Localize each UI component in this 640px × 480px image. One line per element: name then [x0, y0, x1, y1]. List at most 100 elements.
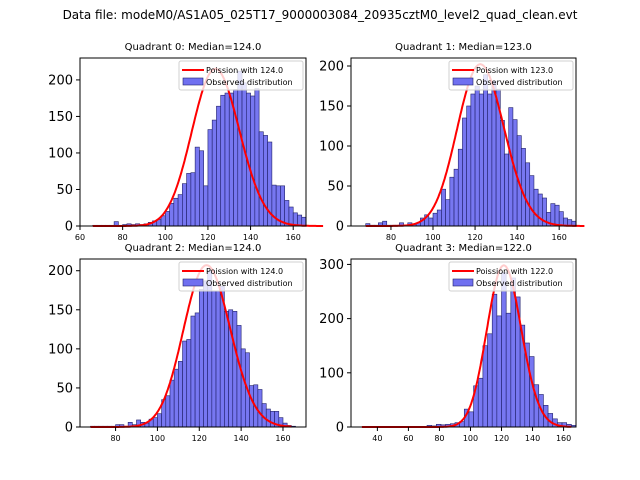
- x-tick-label: 40: [372, 434, 382, 443]
- histogram-bar: [529, 175, 535, 227]
- subplot-title: Quadrant 0: Median=124.0: [125, 42, 262, 53]
- histogram-bar: [199, 150, 204, 227]
- x-tick-label: 100: [463, 434, 478, 443]
- histogram-bar: [240, 348, 246, 428]
- histogram-bar: [483, 74, 488, 227]
- subplot-quadrant-2: Quadrant 2: Median=124.0 0 50 100 150 200 80 10…: [48, 243, 307, 443]
- histogram-bar: [445, 199, 451, 227]
- histogram-bar: [505, 312, 512, 428]
- legend-label-observed: Observed distribution: [476, 78, 563, 87]
- legend-box: [448, 261, 574, 292]
- histogram-bar: [169, 203, 175, 227]
- legend: Poission with 124.0 Observed distribution: [178, 261, 304, 292]
- histogram-bar: [249, 385, 254, 428]
- x-tick-label: 140: [525, 434, 540, 443]
- legend-label-poisson: Poission with 123.0: [476, 66, 553, 75]
- histogram-bar: [177, 194, 183, 227]
- histogram-bar: [207, 270, 213, 428]
- x-tick-label: 120: [192, 434, 207, 443]
- histogram-bar: [224, 311, 229, 428]
- legend-label-poisson: Poission with 122.0: [476, 267, 553, 276]
- histogram-bar: [236, 325, 242, 428]
- subplot-quadrant-3: Quadrant 3: Median=122.0 0 100 200 300 40 60 80…: [319, 243, 577, 443]
- histogram-bar: [190, 315, 196, 428]
- subplot-title: Quadrant 3: Median=122.0: [395, 243, 532, 254]
- histogram-bar: [207, 129, 213, 227]
- histogram-bar: [487, 93, 493, 227]
- x-tick-label: 100: [158, 233, 173, 242]
- axes-frame: [350, 258, 577, 428]
- x-tick-label: 100: [425, 233, 440, 242]
- histogram-bar: [501, 272, 507, 428]
- y-tick-label: 50: [56, 183, 73, 198]
- histogram-bar: [470, 93, 476, 227]
- x-tick-label: 80: [110, 434, 120, 443]
- y-tick-label: 100: [48, 342, 73, 357]
- histogram-bar: [250, 95, 256, 227]
- y-tick-label: 50: [327, 180, 344, 195]
- histogram-bar: [186, 173, 192, 227]
- y-tick-label: 200: [319, 60, 344, 75]
- histogram-bar: [478, 93, 484, 227]
- x-tick-label: 80: [434, 434, 444, 443]
- histogram-bar: [219, 286, 225, 428]
- histogram-bar: [194, 312, 200, 428]
- legend-bar-swatch: [182, 77, 204, 86]
- histogram-bar: [220, 94, 226, 227]
- histogram-bar: [271, 184, 277, 227]
- histogram-bar: [474, 85, 480, 227]
- histogram-bar: [190, 172, 196, 227]
- histogram-bar: [211, 290, 217, 428]
- x-tick-label: 100: [150, 434, 165, 443]
- axes-frame: [79, 258, 307, 428]
- histogram-bar: [216, 105, 222, 227]
- subplot-title: Quadrant 2: Median=124.0: [125, 243, 262, 254]
- histogram-bar: [496, 315, 502, 428]
- histogram-bar: [529, 356, 535, 428]
- legend-bar-swatch: [452, 278, 474, 287]
- y-tick-label: 150: [319, 100, 344, 115]
- figure-suptitle: Data file: modeM0/AS1A05_025T17_90000030…: [62, 8, 578, 22]
- histogram-bar: [533, 188, 539, 227]
- y-tick-label: 200: [319, 312, 344, 327]
- histogram-bar: [165, 395, 171, 428]
- histogram-bar: [173, 368, 179, 428]
- histogram-bar: [186, 339, 192, 428]
- y-tick-label: 300: [319, 258, 344, 273]
- x-tick-label: 120: [467, 233, 482, 242]
- y-tick-label: 200: [48, 264, 73, 279]
- y-tick-label: 0: [336, 220, 344, 235]
- histogram-bar: [508, 107, 514, 227]
- histogram-bar: [537, 193, 543, 227]
- histogram-bar: [265, 408, 271, 428]
- histogram-bar: [237, 70, 243, 227]
- histogram-bar: [203, 280, 208, 428]
- histogram-bar: [194, 146, 200, 227]
- histogram-bar: [468, 411, 474, 428]
- histogram-bar: [164, 211, 170, 227]
- histogram-bar: [228, 92, 234, 227]
- histogram-bar: [428, 217, 434, 227]
- histogram-bar: [482, 345, 488, 428]
- subplot-quadrant-0: Quadrant 0: Median=124.0 0 50 100 150 200 60 80…: [48, 42, 324, 242]
- histogram-bar: [169, 379, 175, 428]
- y-tick-label: 100: [319, 366, 344, 381]
- histogram-bar: [211, 119, 217, 227]
- y-tick-label: 0: [65, 421, 73, 436]
- legend-label-observed: Observed distribution: [206, 78, 293, 87]
- axes-frame: [79, 57, 307, 227]
- x-tick-label: 80: [386, 233, 396, 242]
- histogram-bar: [215, 290, 221, 428]
- histogram-bar: [550, 203, 556, 227]
- histogram-bar: [280, 185, 285, 227]
- histogram-bar: [477, 377, 484, 428]
- histogram-bar: [157, 413, 162, 428]
- histogram-bar: [198, 289, 204, 428]
- y-tick-label: 150: [48, 110, 73, 125]
- histogram-bar: [491, 293, 498, 428]
- histogram-bar: [558, 211, 564, 227]
- x-tick-label: 160: [275, 434, 290, 443]
- histogram-bar: [504, 153, 510, 227]
- histogram-bar: [462, 117, 467, 227]
